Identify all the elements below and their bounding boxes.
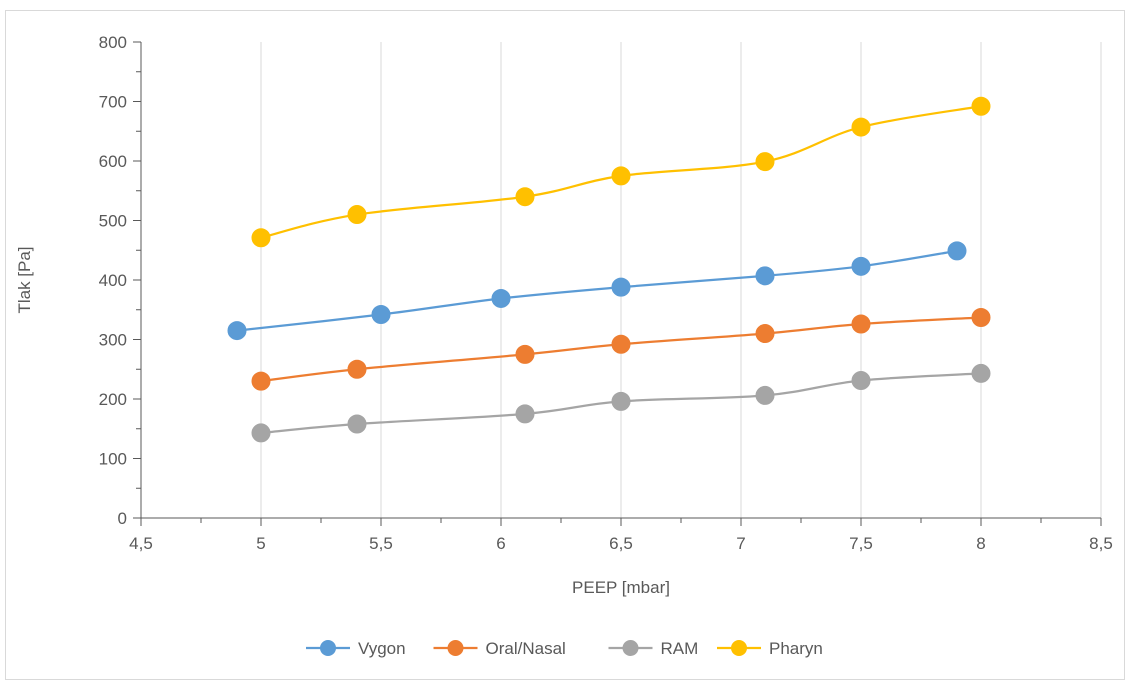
x-axis-title: PEEP [mbar] — [572, 578, 670, 597]
legend-item-oral-nasal: Oral/Nasal — [433, 639, 566, 658]
x-tick-label: 8,5 — [1089, 534, 1113, 553]
tick-labels: 0 100 200 300 400 500 600 700 800 4,5 5 5,5 6 6,5 7 7,5… — [99, 33, 1113, 553]
legend-item-ram: RAM — [608, 639, 699, 658]
x-tick-label: 5,5 — [369, 534, 393, 553]
y-tick-label: 400 — [99, 271, 127, 290]
data-point — [251, 228, 271, 248]
data-point — [755, 266, 775, 286]
data-point — [347, 414, 367, 434]
y-tick-label: 200 — [99, 390, 127, 409]
data-point — [971, 363, 991, 383]
y-tick-label: 800 — [99, 33, 127, 52]
x-tick-label: 7,5 — [849, 534, 873, 553]
series-line — [236, 249, 958, 332]
data-point — [851, 371, 871, 391]
data-point — [851, 256, 871, 276]
data-point — [851, 314, 871, 334]
series-pharyn — [251, 96, 991, 248]
x-tick-label: 4,5 — [129, 534, 153, 553]
legend-marker — [447, 640, 464, 656]
x-tick-label: 6 — [496, 534, 505, 553]
legend-label: Pharyn — [769, 639, 823, 658]
y-tick-label: 500 — [99, 212, 127, 231]
data-point — [611, 277, 631, 297]
legend-marker — [320, 640, 336, 656]
y-tick-label: 0 — [118, 509, 127, 528]
data-point — [251, 371, 271, 391]
series-vygon — [227, 241, 967, 341]
data-point — [851, 117, 871, 137]
data-point — [611, 166, 631, 186]
legend-label: RAM — [661, 639, 699, 658]
data-point — [755, 152, 775, 172]
x-tick-label: 8 — [976, 534, 985, 553]
series-oral-nasal — [251, 307, 991, 391]
legend-item-vygon: Vygon — [306, 639, 406, 658]
data-point — [515, 187, 535, 207]
y-tick-label: 300 — [99, 331, 127, 350]
legend-item-pharyn: Pharyn — [717, 639, 823, 658]
series-lines — [227, 96, 991, 443]
x-tick-label: 5 — [256, 534, 265, 553]
data-point — [971, 96, 991, 116]
data-point — [971, 307, 991, 327]
legend-marker — [622, 640, 639, 656]
data-point — [755, 324, 775, 344]
chart-frame: 0 100 200 300 400 500 600 700 800 4,5 5 5,5 6 6,5 7 7,5… — [5, 10, 1125, 680]
x-tick-label: 7 — [736, 534, 745, 553]
y-axis-title: Tlak [Pa] — [15, 246, 34, 313]
data-point — [755, 385, 775, 405]
legend-marker — [731, 640, 747, 656]
data-point — [611, 391, 631, 411]
legend-label: Vygon — [358, 639, 406, 658]
data-point — [371, 305, 391, 325]
data-point — [491, 288, 511, 308]
data-point — [251, 423, 271, 443]
legend-label: Oral/Nasal — [486, 639, 566, 658]
line-chart: 0 100 200 300 400 500 600 700 800 4,5 5 5,5 6 6,5 7 7,5… — [15, 33, 1113, 658]
series-ram — [251, 363, 991, 443]
legend: Vygon Oral/Nasal RAM Pharyn — [306, 639, 823, 658]
data-point — [347, 359, 367, 379]
data-point — [515, 344, 535, 364]
y-tick-label: 600 — [99, 152, 127, 171]
data-point — [515, 404, 535, 424]
data-point — [947, 241, 967, 261]
axes — [133, 41, 1102, 526]
y-tick-label: 700 — [99, 93, 127, 112]
y-tick-label: 100 — [99, 450, 127, 469]
data-point — [227, 321, 247, 341]
data-point — [347, 205, 367, 225]
x-tick-label: 6,5 — [609, 534, 633, 553]
data-point — [611, 334, 631, 354]
